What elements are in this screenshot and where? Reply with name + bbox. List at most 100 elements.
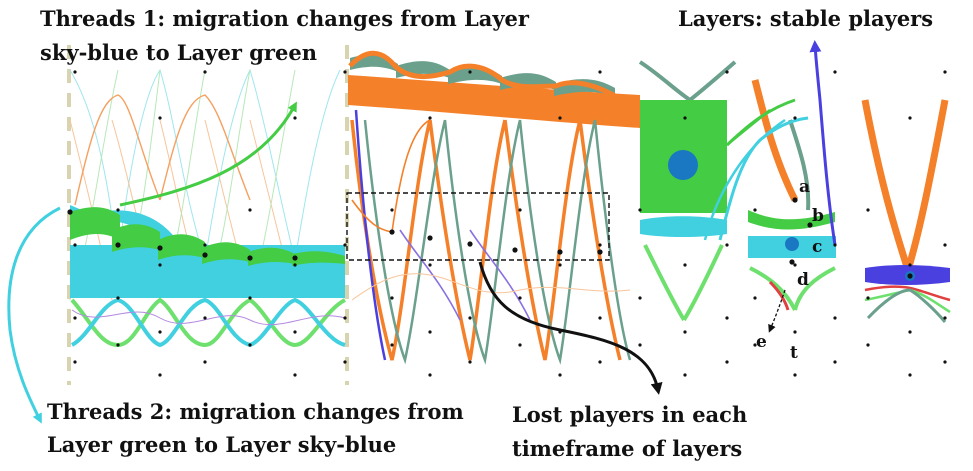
timeframe-dot — [248, 208, 252, 212]
timeframe-dot — [428, 373, 432, 377]
timeframe-dot — [866, 343, 870, 347]
timeframe-dot — [598, 70, 602, 74]
timeframe-dot — [512, 247, 518, 253]
e-arrow — [768, 289, 786, 333]
timeframe-dot — [943, 360, 947, 364]
timeframe-dot — [598, 316, 602, 320]
timeframe-dot — [73, 360, 77, 364]
timeframe-dot — [158, 263, 162, 267]
threads-2-title-line2: Layer green to Layer sky-blue — [47, 432, 397, 457]
timeframe-dot — [390, 343, 394, 347]
timeframe-dot — [248, 343, 252, 347]
thread-teal-loop — [363, 119, 632, 365]
sky-arrow-to-layers — [703, 118, 786, 241]
timeframe-dot — [558, 116, 562, 120]
stable-player-point — [668, 150, 698, 180]
panel-threads-1 — [69, 68, 347, 348]
layer-sky-blue-small — [640, 216, 727, 237]
timeframe-dot — [793, 263, 797, 267]
timeframe-dots — [67, 70, 947, 377]
timeframe-dot — [598, 243, 602, 247]
timeframe-dot — [908, 116, 912, 120]
timeframe-dot — [203, 360, 207, 364]
lost-players-title-line2: timeframe of layers — [512, 436, 743, 461]
timeframe-dot — [518, 343, 522, 347]
timeframe-dot — [725, 316, 729, 320]
timeframe-dot — [293, 373, 297, 377]
timeframe-dot — [789, 259, 795, 265]
timeframe-dot — [293, 263, 297, 267]
timeframe-dot — [116, 296, 120, 300]
timeframe-dot — [943, 70, 947, 74]
timeframe-dot — [293, 330, 297, 334]
thread-red-e — [768, 280, 790, 311]
timeframe-dot — [558, 373, 562, 377]
timeframe-dot — [202, 252, 208, 258]
thread-orange-v — [751, 79, 799, 202]
timeframe-dot — [638, 343, 642, 347]
threads-1-title: Threads 1: migration changes from Layer — [40, 6, 529, 31]
timeframe-dot — [428, 263, 432, 267]
timeframe-dot — [203, 243, 207, 247]
timeframe-dot — [908, 373, 912, 377]
timeframe-dot — [518, 208, 522, 212]
lost-players-box — [346, 192, 610, 261]
timeframe-dot — [725, 360, 729, 364]
threads-1-title-line2: sky-blue to Layer green — [40, 40, 317, 65]
timeframe-dot — [725, 243, 729, 247]
thread-green-fan — [643, 244, 724, 322]
thread-sky-lower — [70, 297, 346, 348]
timeframe-dot — [428, 116, 432, 120]
sky-blue-arrow — [7, 206, 61, 424]
timeframe-dot — [158, 330, 162, 334]
timeframe-dot — [943, 243, 947, 247]
layer-orange — [348, 75, 640, 128]
timeframe-dot — [908, 263, 912, 267]
stable-player-point — [785, 237, 799, 251]
marker-b: b — [812, 206, 824, 226]
timeframe-dot — [343, 70, 347, 74]
violet-arrow — [809, 40, 837, 246]
timeframe-dot — [343, 316, 347, 320]
timeframe-dot — [598, 360, 602, 364]
timeframe-dot — [292, 255, 298, 261]
timeframe-dot — [793, 116, 797, 120]
timeframe-dot — [833, 360, 837, 364]
timeframe-dot — [597, 249, 603, 255]
timeframe-dot — [67, 209, 73, 215]
thread-orange — [74, 94, 251, 206]
green-arrow-to-layers — [726, 109, 771, 146]
timeframe-dot — [866, 208, 870, 212]
timeframe-dot — [943, 316, 947, 320]
timeframe-dot — [115, 242, 121, 248]
timeframe-dot — [389, 229, 395, 235]
timeframe-dot — [73, 316, 77, 320]
thread-orange-top — [348, 50, 617, 99]
timeframe-dot — [753, 208, 757, 212]
thread-green — [70, 207, 345, 266]
timeframe-dot — [866, 296, 870, 300]
timeframe-dot — [725, 70, 729, 74]
timeframe-dot — [518, 296, 522, 300]
thread-orange-x — [861, 99, 949, 282]
timeframe-dot — [907, 273, 913, 279]
timeframe-dot — [427, 235, 433, 241]
timeframe-dot — [428, 330, 432, 334]
timeframe-dot — [793, 330, 797, 334]
timeframe-dot — [468, 70, 472, 74]
panel-lost-players — [346, 50, 640, 365]
timeframe-dot — [683, 116, 687, 120]
timeframe-dot — [558, 330, 562, 334]
timeframe-dot — [157, 245, 163, 251]
timeframe-dot — [158, 373, 162, 377]
timeframe-dot — [833, 70, 837, 74]
timeframe-dot — [807, 222, 813, 228]
thread-purple-loop — [399, 229, 531, 321]
thread-faint — [69, 69, 296, 301]
timeframe-dot — [833, 243, 837, 247]
timeframe-dot — [683, 263, 687, 267]
thread-orange-loop — [350, 119, 622, 361]
timeframe-dot — [343, 243, 347, 247]
